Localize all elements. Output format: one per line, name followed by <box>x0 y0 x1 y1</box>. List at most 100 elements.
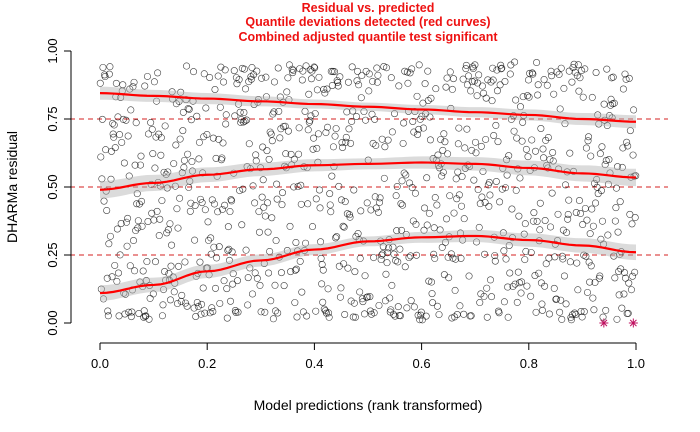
residual-point <box>253 67 261 75</box>
residual-point <box>283 247 291 255</box>
residual-point <box>347 139 355 147</box>
residual-point <box>546 155 554 163</box>
residual-point <box>198 199 206 207</box>
residual-point <box>531 147 539 155</box>
residual-point <box>433 201 441 209</box>
residual-point <box>109 119 117 127</box>
residual-point <box>575 87 583 95</box>
residual-point <box>254 96 262 104</box>
quantile-curve-0.75 <box>99 92 637 123</box>
residual-point <box>407 297 415 305</box>
residual-point <box>463 81 471 89</box>
residual-point <box>245 140 253 148</box>
residual-point <box>341 198 349 206</box>
residual-point <box>98 175 106 183</box>
residual-point <box>164 168 172 176</box>
residual-point <box>624 142 632 150</box>
residual-point <box>571 68 579 76</box>
residual-point <box>323 85 331 93</box>
residual-point <box>453 311 461 319</box>
residual-point <box>490 132 498 140</box>
residual-point <box>480 292 488 300</box>
residual-point <box>630 106 638 114</box>
residual-point <box>395 82 403 90</box>
residual-point <box>572 310 580 318</box>
residual-point <box>380 174 388 182</box>
residual-point <box>498 64 506 72</box>
residual-point <box>103 206 111 214</box>
residual-point <box>431 194 439 202</box>
residual-point <box>351 268 359 276</box>
residual-point <box>327 67 335 75</box>
residual-point <box>309 223 317 231</box>
residual-point <box>379 243 387 251</box>
residual-point <box>120 159 128 167</box>
residual-point <box>311 64 319 72</box>
residual-point <box>320 305 328 313</box>
residual-point <box>273 180 281 188</box>
residual-point <box>196 258 204 266</box>
residual-point <box>386 294 394 302</box>
residual-point <box>506 269 514 277</box>
quantile-curve-0.25 <box>99 234 637 295</box>
residual-point <box>361 310 369 318</box>
residual-point <box>518 278 526 286</box>
residual-point <box>101 73 109 81</box>
residual-point <box>257 308 265 316</box>
chart-title-line-3: Combined adjusted quantile test signific… <box>238 30 498 44</box>
residual-point <box>527 249 535 257</box>
residual-point <box>319 266 327 274</box>
residual-point <box>509 282 517 290</box>
residual-point <box>301 107 309 115</box>
residual-point <box>559 255 567 263</box>
residual-point <box>96 79 104 87</box>
residual-point <box>501 78 509 86</box>
residual-point <box>408 65 416 73</box>
residual-point <box>212 154 220 162</box>
residual-point <box>583 288 591 296</box>
residual-point <box>255 228 263 236</box>
residual-point <box>346 213 354 221</box>
residual-point <box>297 181 305 189</box>
residual-point <box>280 282 288 290</box>
residual-point <box>313 144 321 152</box>
residual-point <box>111 261 119 269</box>
residual-point <box>176 194 184 202</box>
residual-point <box>166 220 174 228</box>
residual-point <box>228 248 236 256</box>
x-axis: 0.0 0.2 0.4 0.6 0.8 1.0 <box>91 342 645 371</box>
residual-point <box>409 117 417 125</box>
residual-point <box>417 308 425 316</box>
residual-point <box>384 136 392 144</box>
residual-point <box>521 220 529 228</box>
residual-point <box>141 82 149 90</box>
residual-point <box>251 199 259 207</box>
residual-point <box>468 146 476 154</box>
residual-point <box>460 310 468 318</box>
residual-point <box>604 231 612 239</box>
residual-point <box>570 60 578 68</box>
residual-point <box>444 150 452 158</box>
residual-point <box>233 80 241 88</box>
residual-point <box>151 164 159 172</box>
residual-point <box>570 167 578 175</box>
residual-point <box>387 306 395 314</box>
residual-point <box>574 286 582 294</box>
residual-point <box>307 112 315 120</box>
residual-point <box>538 300 546 308</box>
residual-point <box>538 306 546 314</box>
residual-point <box>587 262 595 270</box>
residual-point <box>181 299 189 307</box>
residual-point <box>582 252 590 260</box>
residual-point <box>590 306 598 314</box>
residual-point <box>322 309 330 317</box>
residual-point <box>279 189 287 197</box>
residual-point <box>374 71 382 79</box>
residual-point <box>173 205 181 213</box>
residual-point <box>322 129 330 137</box>
residual-point <box>119 115 127 123</box>
residual-point <box>446 192 454 200</box>
residual-point <box>362 116 370 124</box>
residual-point <box>178 291 186 299</box>
residual-point <box>343 210 351 218</box>
